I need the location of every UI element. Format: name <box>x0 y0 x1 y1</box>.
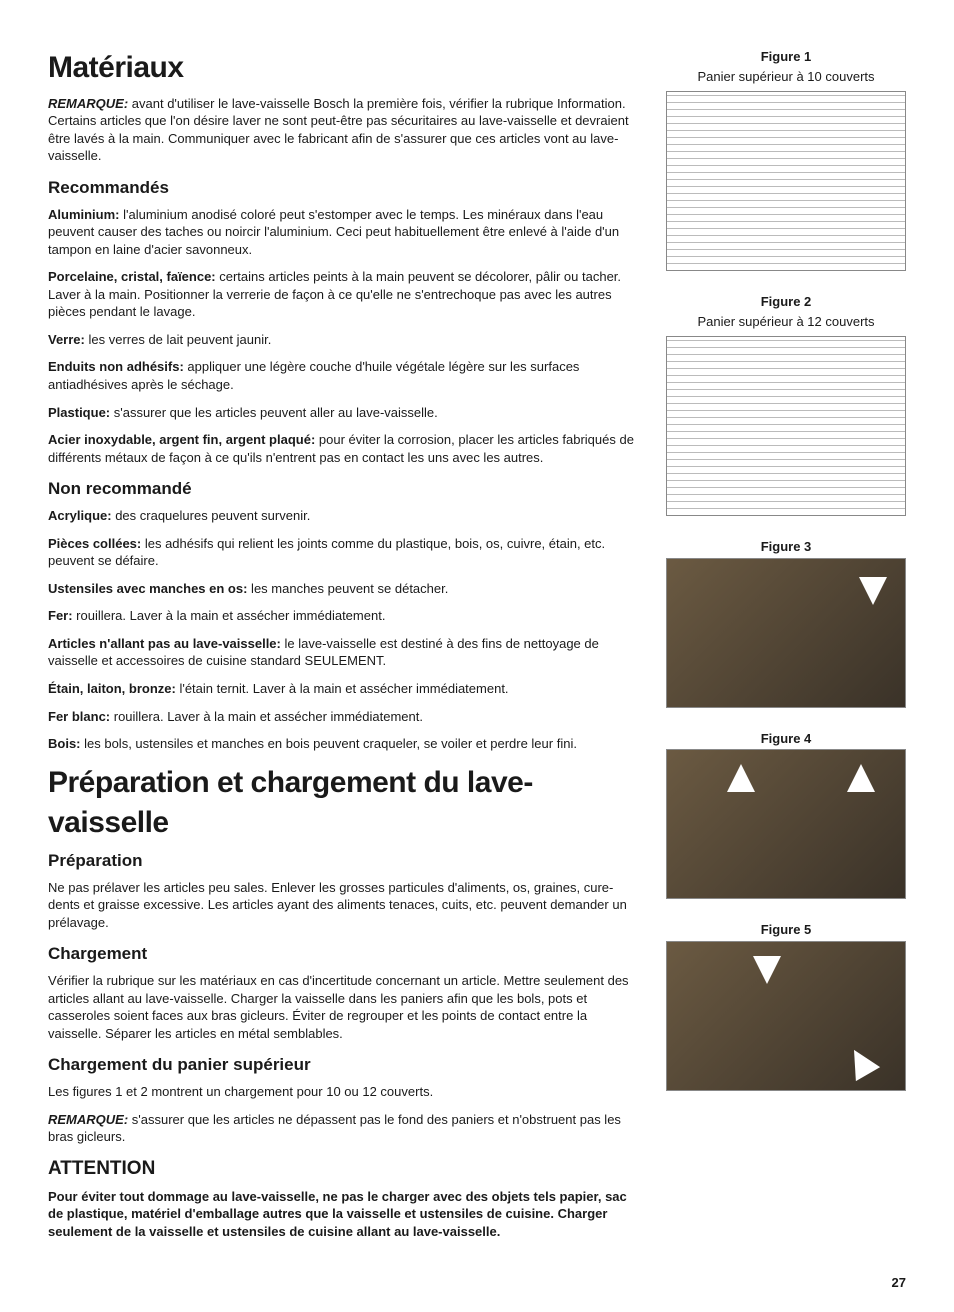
arrow-up-icon <box>842 1043 880 1081</box>
heading-recommended: Recommandés <box>48 177 642 200</box>
figure-1-caption: Panier supérieur à 10 couverts <box>666 68 906 86</box>
remark-upper-text: s'assurer que les articles ne dépassent … <box>48 1112 621 1145</box>
notrec-term: Fer blanc: <box>48 709 110 724</box>
heading-loading: Chargement <box>48 943 642 966</box>
heading-attention: ATTENTION <box>48 1156 642 1182</box>
upper-rack-body: Les figures 1 et 2 montrent un chargemen… <box>48 1083 642 1101</box>
notrec-text: rouillera. Laver à la main et assécher i… <box>110 709 423 724</box>
notrec-term: Acrylique: <box>48 508 112 523</box>
main-column: Matériaux REMARQUE: avant d'utiliser le … <box>48 48 642 1250</box>
figure-1-title: Figure 1 <box>666 48 906 66</box>
arrow-up-icon <box>847 764 875 792</box>
notrec-text: les bols, ustensiles et manches en bois … <box>81 736 577 751</box>
figure-3-image <box>666 558 906 708</box>
figure-2-title: Figure 2 <box>666 293 906 311</box>
page: Matériaux REMARQUE: avant d'utiliser le … <box>48 48 906 1250</box>
rec-term: Aluminium: <box>48 207 120 222</box>
notrec-text: des craquelures peuvent survenir. <box>112 508 311 523</box>
figure-5-title: Figure 5 <box>666 921 906 939</box>
notrec-term: Bois: <box>48 736 81 751</box>
figure-1: Figure 1 Panier supérieur à 10 couverts <box>666 48 906 271</box>
remark-materials-text: avant d'utiliser le lave-vaisselle Bosch… <box>48 96 629 164</box>
notrec-item: Étain, laiton, bronze: l'étain ternit. L… <box>48 680 642 698</box>
figure-2: Figure 2 Panier supérieur à 12 couverts <box>666 293 906 516</box>
notrec-item: Bois: les bols, ustensiles et manches en… <box>48 735 642 753</box>
rec-term: Verre: <box>48 332 85 347</box>
heading-preparation-loading: Préparation et chargement du lave-vaisse… <box>48 763 642 844</box>
remark-label: REMARQUE: <box>48 96 128 111</box>
heading-materials: Matériaux <box>48 48 642 89</box>
page-number: 27 <box>48 1274 906 1292</box>
preparation-body: Ne pas prélaver les articles peu sales. … <box>48 879 642 932</box>
figure-4-image <box>666 749 906 899</box>
arrow-up-icon <box>727 764 755 792</box>
remark-upper: REMARQUE: s'assurer que les articles ne … <box>48 1111 642 1146</box>
notrec-item: Articles n'allant pas au lave-vaisselle:… <box>48 635 642 670</box>
rec-item: Aluminium: l'aluminium anodisé coloré pe… <box>48 206 642 259</box>
remark-label: REMARQUE: <box>48 1112 128 1127</box>
notrec-text: les manches peuvent se détacher. <box>247 581 448 596</box>
figure-1-image <box>666 91 906 271</box>
notrec-item: Pièces collées: les adhésifs qui relient… <box>48 535 642 570</box>
rec-item: Plastique: s'assurer que les articles pe… <box>48 404 642 422</box>
heading-preparation: Préparation <box>48 850 642 873</box>
figure-4: Figure 4 <box>666 730 906 900</box>
remark-materials: REMARQUE: avant d'utiliser le lave-vaiss… <box>48 95 642 165</box>
notrec-term: Ustensiles avec manches en os: <box>48 581 247 596</box>
notrec-item: Fer: rouillera. Laver à la main et asséc… <box>48 607 642 625</box>
notrec-item: Acrylique: des craquelures peuvent surve… <box>48 507 642 525</box>
notrec-term: Étain, laiton, bronze: <box>48 681 176 696</box>
loading-body: Vérifier la rubrique sur les matériaux e… <box>48 972 642 1042</box>
rec-text: s'assurer que les articles peuvent aller… <box>110 405 438 420</box>
notrec-item: Fer blanc: rouillera. Laver à la main et… <box>48 708 642 726</box>
notrec-text: l'étain ternit. Laver à la main et asséc… <box>176 681 509 696</box>
rec-item: Acier inoxydable, argent fin, argent pla… <box>48 431 642 466</box>
attention-body: Pour éviter tout dommage au lave-vaissel… <box>48 1188 642 1241</box>
notrec-text: rouillera. Laver à la main et assécher i… <box>73 608 386 623</box>
rec-item: Enduits non adhésifs: appliquer une légè… <box>48 358 642 393</box>
rec-text: les verres de lait peuvent jaunir. <box>85 332 271 347</box>
figure-3-title: Figure 3 <box>666 538 906 556</box>
notrec-term: Fer: <box>48 608 73 623</box>
figure-5-image <box>666 941 906 1091</box>
rec-term: Plastique: <box>48 405 110 420</box>
notrec-item: Ustensiles avec manches en os: les manch… <box>48 580 642 598</box>
figure-4-title: Figure 4 <box>666 730 906 748</box>
figures-column: Figure 1 Panier supérieur à 10 couverts … <box>666 48 906 1250</box>
rec-item: Verre: les verres de lait peuvent jaunir… <box>48 331 642 349</box>
notrec-term: Articles n'allant pas au lave-vaisselle: <box>48 636 281 651</box>
figure-2-caption: Panier supérieur à 12 couverts <box>666 313 906 331</box>
rec-item: Porcelaine, cristal, faïence: certains a… <box>48 268 642 321</box>
rec-text: l'aluminium anodisé coloré peut s'estomp… <box>48 207 619 257</box>
rec-term: Acier inoxydable, argent fin, argent pla… <box>48 432 315 447</box>
arrow-down-icon <box>753 956 781 984</box>
notrec-term: Pièces collées: <box>48 536 141 551</box>
figure-3: Figure 3 <box>666 538 906 708</box>
figure-5: Figure 5 <box>666 921 906 1091</box>
rec-term: Porcelaine, cristal, faïence: <box>48 269 216 284</box>
figure-2-image <box>666 336 906 516</box>
rec-term: Enduits non adhésifs: <box>48 359 184 374</box>
heading-not-recommended: Non recommandé <box>48 478 642 501</box>
heading-upper-rack: Chargement du panier supérieur <box>48 1054 642 1077</box>
arrow-down-icon <box>859 577 887 605</box>
